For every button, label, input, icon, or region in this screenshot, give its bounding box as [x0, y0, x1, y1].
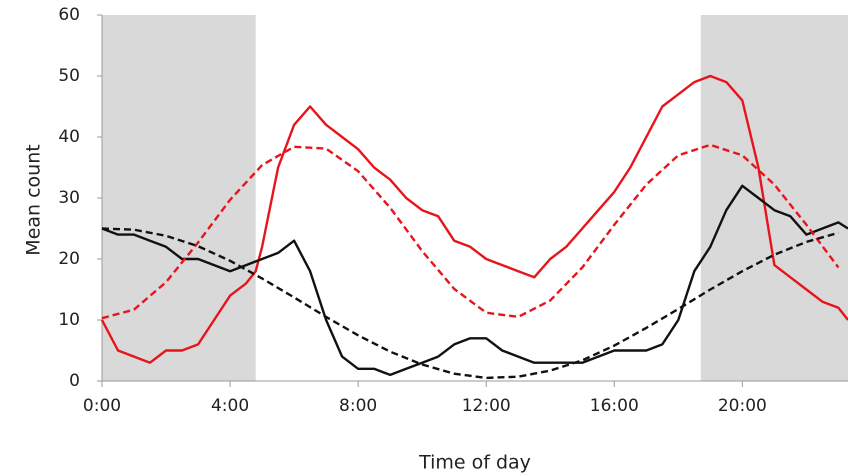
y-tick-label: 30 [58, 188, 80, 208]
y-tick-label: 10 [58, 310, 80, 330]
y-axis-title: Mean count [23, 144, 45, 255]
x-tick-label: 20:00 [718, 396, 767, 416]
y-tick-label: 20 [58, 249, 80, 269]
x-tick-label: 0:00 [83, 396, 121, 416]
data-line [100, 74, 848, 364]
night-shade [700, 15, 848, 381]
y-tick-label: 0 [69, 371, 80, 391]
y-tick-label: 50 [58, 66, 80, 86]
x-tick-label: 12:00 [462, 396, 511, 416]
x-tick-label: 4:00 [211, 396, 249, 416]
x-tick-label: 16:00 [590, 396, 639, 416]
fit-curve [101, 143, 840, 320]
x-tick-label: 8:00 [339, 396, 377, 416]
data-line [101, 184, 848, 377]
night-shade [102, 15, 256, 381]
x-axis-title: Time of day [418, 452, 531, 474]
y-tick-label: 40 [58, 127, 80, 147]
fit-curve [101, 227, 839, 380]
y-tick-label: 60 [58, 5, 80, 25]
